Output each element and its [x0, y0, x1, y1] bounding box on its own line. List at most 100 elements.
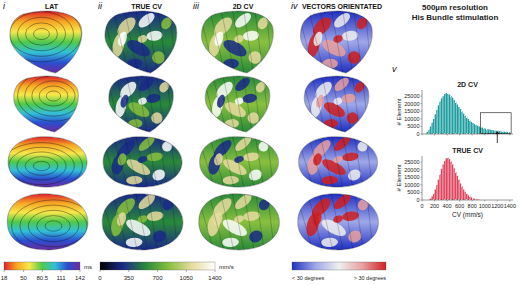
heart-patch	[321, 176, 338, 185]
histogram-bar	[438, 105, 440, 134]
heart-fibre	[102, 136, 118, 188]
panel-label: VECTORS ORIENTATED	[302, 3, 382, 10]
heart-fibre	[255, 136, 263, 188]
heart-patch	[331, 192, 352, 212]
histogram-bar	[485, 129, 487, 134]
heart-surface	[304, 76, 369, 132]
heart-fibre	[101, 193, 118, 251]
histogram-bar	[472, 123, 474, 134]
panel-label: 2D CV	[233, 3, 254, 10]
colorbar-tick-label: 0	[98, 275, 102, 281]
panel-numeral: iii	[193, 1, 200, 11]
heart-outline	[201, 11, 273, 73]
heart-contour	[32, 81, 75, 111]
heart-patch	[243, 210, 261, 222]
heart-fibre	[309, 11, 323, 73]
colorbar-tick-label: 111	[56, 275, 66, 281]
heart-patch	[333, 97, 343, 106]
heart-patch	[233, 155, 244, 164]
histogram-bar	[478, 126, 480, 134]
histogram-bar	[471, 197, 473, 200]
y-axis	[422, 90, 423, 134]
histogram-bar	[483, 128, 485, 134]
heart-patch	[312, 152, 324, 166]
heart-surface	[10, 11, 82, 73]
heart-fibre	[232, 193, 244, 251]
heart	[2, 6, 82, 73]
heart-patch	[119, 94, 130, 109]
histogram-bar	[471, 122, 473, 134]
histogram-bar	[475, 125, 477, 134]
heart-fibre	[137, 76, 147, 132]
heart-patch	[314, 94, 325, 109]
histogram-bar	[464, 192, 466, 200]
heart-fibre	[244, 136, 254, 188]
heart-contour	[9, 147, 75, 184]
heart-fibre	[103, 11, 119, 73]
heart-contour	[18, 17, 66, 50]
heart	[14, 71, 90, 132]
colorbar	[100, 262, 215, 270]
x-tick	[447, 134, 448, 136]
histogram-bar	[449, 95, 451, 134]
heart-surface	[105, 11, 177, 73]
histogram-bar	[472, 198, 474, 200]
heart-fibre	[366, 136, 373, 188]
histogram-bar	[428, 129, 430, 134]
heart-fibre	[136, 136, 147, 188]
histogram-bar	[433, 193, 435, 200]
x-tick-label: 600	[455, 203, 464, 209]
heart-patch	[356, 139, 370, 153]
x-tick-label: 1400	[504, 203, 516, 209]
heart-patch	[234, 97, 244, 106]
heart-fibre	[279, 193, 284, 251]
colorbar-tick	[4, 270, 5, 272]
heart-contour	[2, 6, 82, 62]
heart-outline	[109, 76, 174, 132]
histogram-bar	[461, 111, 463, 134]
heart-fibre	[343, 136, 353, 188]
heart-fibre	[244, 11, 254, 73]
heart-patch	[232, 192, 253, 212]
plot-area	[428, 158, 480, 200]
heart-patch	[137, 97, 147, 106]
heart-fibre	[148, 193, 158, 251]
histogram-bar	[435, 114, 437, 134]
heart-fibre	[210, 11, 224, 73]
heart-contour	[1, 143, 83, 190]
heart-fibre	[147, 11, 157, 73]
histogram-bar	[450, 96, 452, 134]
heart-patch	[126, 58, 142, 69]
heart-contour	[37, 216, 71, 237]
colorbar-unit: mm/s	[219, 264, 234, 270]
heart-patch	[332, 214, 344, 224]
y-tick	[421, 118, 423, 119]
heart	[101, 192, 188, 251]
x-tick	[434, 134, 435, 136]
heart-patch	[346, 228, 363, 244]
heart-patch	[342, 152, 359, 163]
heart-fibre	[199, 11, 215, 73]
heart-contour	[45, 221, 62, 231]
heart-fibre	[182, 136, 187, 188]
annotation-arrow	[497, 134, 498, 143]
heart-contour	[28, 210, 78, 241]
histogram-bar	[457, 176, 459, 200]
header-subtitle: His Bundle stimulation	[412, 13, 499, 22]
colorbar	[4, 262, 80, 270]
heart-patch	[257, 139, 271, 153]
histogram-bar	[452, 164, 454, 200]
histogram-bar	[460, 109, 462, 134]
heart-fibre	[376, 11, 381, 73]
heart-patch	[342, 210, 360, 222]
heart-fibre	[302, 76, 316, 132]
panel-label: TRUE CV	[131, 3, 162, 10]
heart-patch	[233, 34, 244, 44]
heart-fibre	[312, 76, 325, 132]
y-tick	[421, 169, 423, 170]
heart-outline	[103, 137, 182, 187]
y-tick-label: 25000	[404, 159, 419, 165]
colorbar-tick-label: 1400	[208, 275, 222, 281]
histogram-bar	[453, 100, 455, 134]
heart-fibre	[243, 76, 252, 132]
